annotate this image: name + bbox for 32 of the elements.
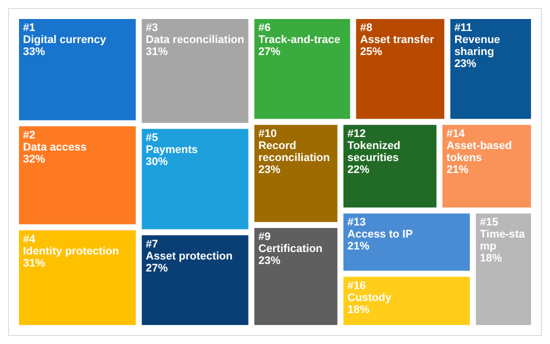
category-label: #5 Payments	[146, 132, 198, 156]
data-label: 23%	[454, 58, 477, 70]
data-label: 22%	[347, 164, 370, 176]
data-label: 18%	[347, 304, 370, 316]
data-label: 27%	[146, 262, 168, 274]
category-label: #1 Digital currency	[23, 22, 108, 46]
data-label: 31%	[146, 46, 168, 58]
data-label: 33%	[23, 46, 46, 58]
data-label: 27%	[258, 46, 281, 58]
data-label: 32%	[23, 153, 46, 166]
category-label: #11 Revenue sharing	[454, 22, 504, 58]
category-label: #6 Track-and-trace	[258, 22, 340, 46]
data-label: 18%	[480, 252, 502, 265]
data-label: 31%	[23, 257, 46, 270]
data-label: 25%	[360, 46, 382, 58]
category-label: #15 Time-stamp	[480, 216, 526, 253]
category-label: #3 Data reconciliation	[146, 22, 244, 46]
data-label: 23%	[258, 254, 281, 267]
category-label: #12 Tokenized securities	[347, 128, 404, 164]
category-label: #8 Asset transfer	[360, 22, 435, 46]
data-label: 30%	[146, 156, 168, 168]
data-label: 23%	[258, 164, 281, 176]
category-label: #2 Data access	[23, 129, 87, 154]
category-label: #16 Custody	[347, 280, 392, 304]
category-label: #4 Identity protection	[23, 233, 120, 258]
data-label: 21%	[347, 240, 370, 253]
category-label: #13 Access to IP	[347, 216, 413, 241]
data-label: 21%	[446, 164, 469, 176]
category-label: #7 Asset protection	[146, 238, 233, 262]
category-label: #9 Certification	[258, 230, 323, 255]
category-label: #14 Asset-based tokens	[446, 128, 515, 164]
category-label: #10 Record reconciliation	[258, 128, 330, 164]
